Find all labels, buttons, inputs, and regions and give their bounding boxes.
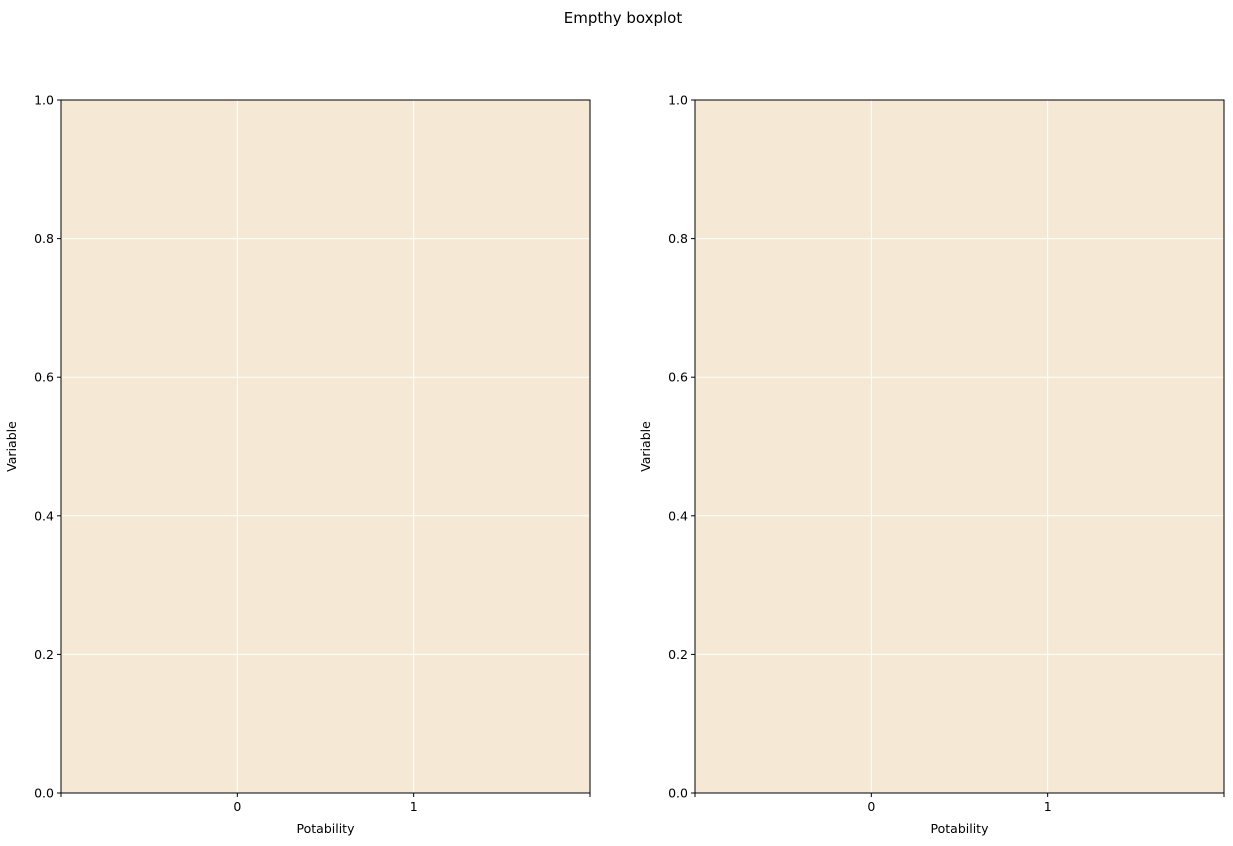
- y-tick-label: 0.2: [668, 647, 688, 662]
- y-tick-label: 0.2: [34, 647, 54, 662]
- plot-background: [695, 100, 1224, 793]
- plot-background: [61, 100, 590, 793]
- x-tick-label: 0: [233, 799, 241, 814]
- x-axis-label: Potability: [297, 821, 356, 836]
- figure-title: Empthy boxplot: [564, 9, 683, 27]
- y-tick-label: 0.4: [668, 508, 688, 523]
- y-axis-label: Variable: [4, 421, 19, 472]
- y-tick-label: 0.4: [34, 508, 54, 523]
- y-tick-label: 0.6: [34, 370, 54, 385]
- y-axis-label: Variable: [638, 421, 653, 472]
- x-tick-label: 0: [867, 799, 875, 814]
- y-tick-label: 0.6: [668, 370, 688, 385]
- y-tick-label: 0.0: [34, 786, 54, 801]
- x-tick-label: 1: [410, 799, 418, 814]
- y-tick-label: 0.8: [668, 231, 688, 246]
- y-tick-label: 1.0: [668, 93, 688, 108]
- axes: 0.0 0.2 0.4 0.6 0.8 1.0 0 1 Potability Variable: [638, 93, 1225, 836]
- axes: 0.0 0.2 0.4 0.6 0.8 1.0 0 1 Potability Variable: [4, 93, 591, 836]
- axes-frame: [60, 99, 591, 794]
- axes-frame: [694, 99, 1225, 794]
- y-tick-label: 0.0: [668, 786, 688, 801]
- y-tick-label: 1.0: [34, 93, 54, 108]
- x-tick-label: 1: [1044, 799, 1052, 814]
- x-axis-label: Potability: [931, 821, 990, 836]
- y-tick-label: 0.8: [34, 231, 54, 246]
